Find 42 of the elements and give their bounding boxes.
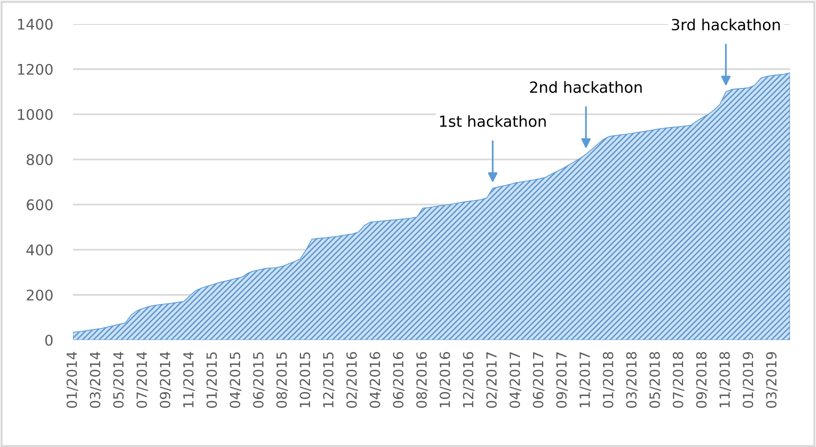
x-tick-label: 03/2019: [766, 352, 778, 408]
annotation: 1st hackathon: [440, 115, 546, 128]
annotation: 3rd hackathon: [672, 18, 780, 30]
x-tick-label: 10/2015: [300, 352, 312, 408]
x-tick-label: 04/2016: [370, 352, 382, 408]
x-tick-label: 07/2014: [136, 352, 148, 408]
x-tick-label: 12/2015: [323, 352, 335, 408]
x-tick-label: 06/2015: [253, 352, 265, 408]
x-tick-label: 05/2018: [649, 352, 662, 408]
x-tick-label: 12/2016: [462, 352, 475, 408]
y-tick-label: 200: [26, 290, 53, 301]
y-tick-label: 1000: [18, 109, 53, 120]
x-tick-label: 05/2014: [113, 352, 125, 408]
x-tick-label: 01/2015: [206, 352, 218, 408]
x-tick-label: 02/2017: [486, 352, 498, 408]
x-tick-label: 08/2016: [416, 352, 428, 408]
y-tick-label: 0: [45, 334, 53, 346]
x-tick-label: 03/2018: [626, 352, 638, 408]
x-tick-label: 09/2014: [160, 352, 172, 408]
y-tick-label: 1200: [18, 64, 53, 75]
x-tick-label: 03/2014: [90, 352, 102, 408]
y-tick-label: 800: [26, 154, 53, 166]
x-tick-label: 06/2017: [532, 352, 544, 408]
y-tick-label: 600: [26, 199, 53, 210]
x-tick-label: 10/2016: [440, 352, 452, 408]
y-tick-label: 400: [26, 244, 53, 256]
x-tick-label: 04/2017: [510, 352, 522, 408]
x-tick-label: 09/2018: [696, 352, 708, 408]
x-tick-label: 11/2014: [183, 352, 195, 408]
x-tick-label: 02/2016: [346, 352, 358, 408]
x-tick-label: 07/2018: [672, 352, 684, 408]
x-tick-label: 08/2015: [276, 352, 288, 408]
x-tick-label: 01/2014: [66, 352, 78, 408]
x-tick-label: 01/2019: [742, 352, 754, 408]
y-tick-label: 1400: [18, 18, 53, 30]
x-tick-label: 01/2018: [602, 352, 614, 408]
x-tick-label: 06/2016: [392, 352, 405, 408]
x-tick-label: 11/2017: [580, 352, 592, 408]
x-tick-label: 04/2015: [230, 352, 242, 408]
annotation: 2nd hackathon: [530, 81, 642, 93]
x-tick-label: 09/2017: [556, 352, 568, 408]
x-tick-label: 11/2018: [719, 352, 731, 408]
